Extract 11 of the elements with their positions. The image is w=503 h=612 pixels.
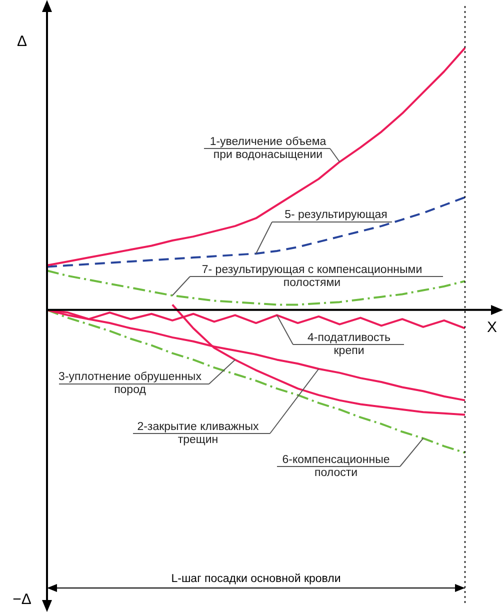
y-axis-title: Δ xyxy=(16,33,28,50)
text: 2-закрытие кливажных трещин xyxy=(137,421,260,446)
series-label: 1-увеличение объема при водонасыщении xyxy=(210,136,327,162)
text: L-шаг посадки основной кровли xyxy=(171,573,341,585)
text: −Δ xyxy=(12,591,32,608)
series-label: 7- результирующая с компенсационными полостями xyxy=(202,264,422,290)
text: 6-компенсационные полости xyxy=(282,454,390,480)
x-axis-title: X xyxy=(486,319,498,336)
text: 3-уплотнение обрушенных пород xyxy=(58,371,202,396)
series-label: 4-податливость крепи xyxy=(308,332,390,358)
series-label: 5- результирующая xyxy=(284,209,388,222)
